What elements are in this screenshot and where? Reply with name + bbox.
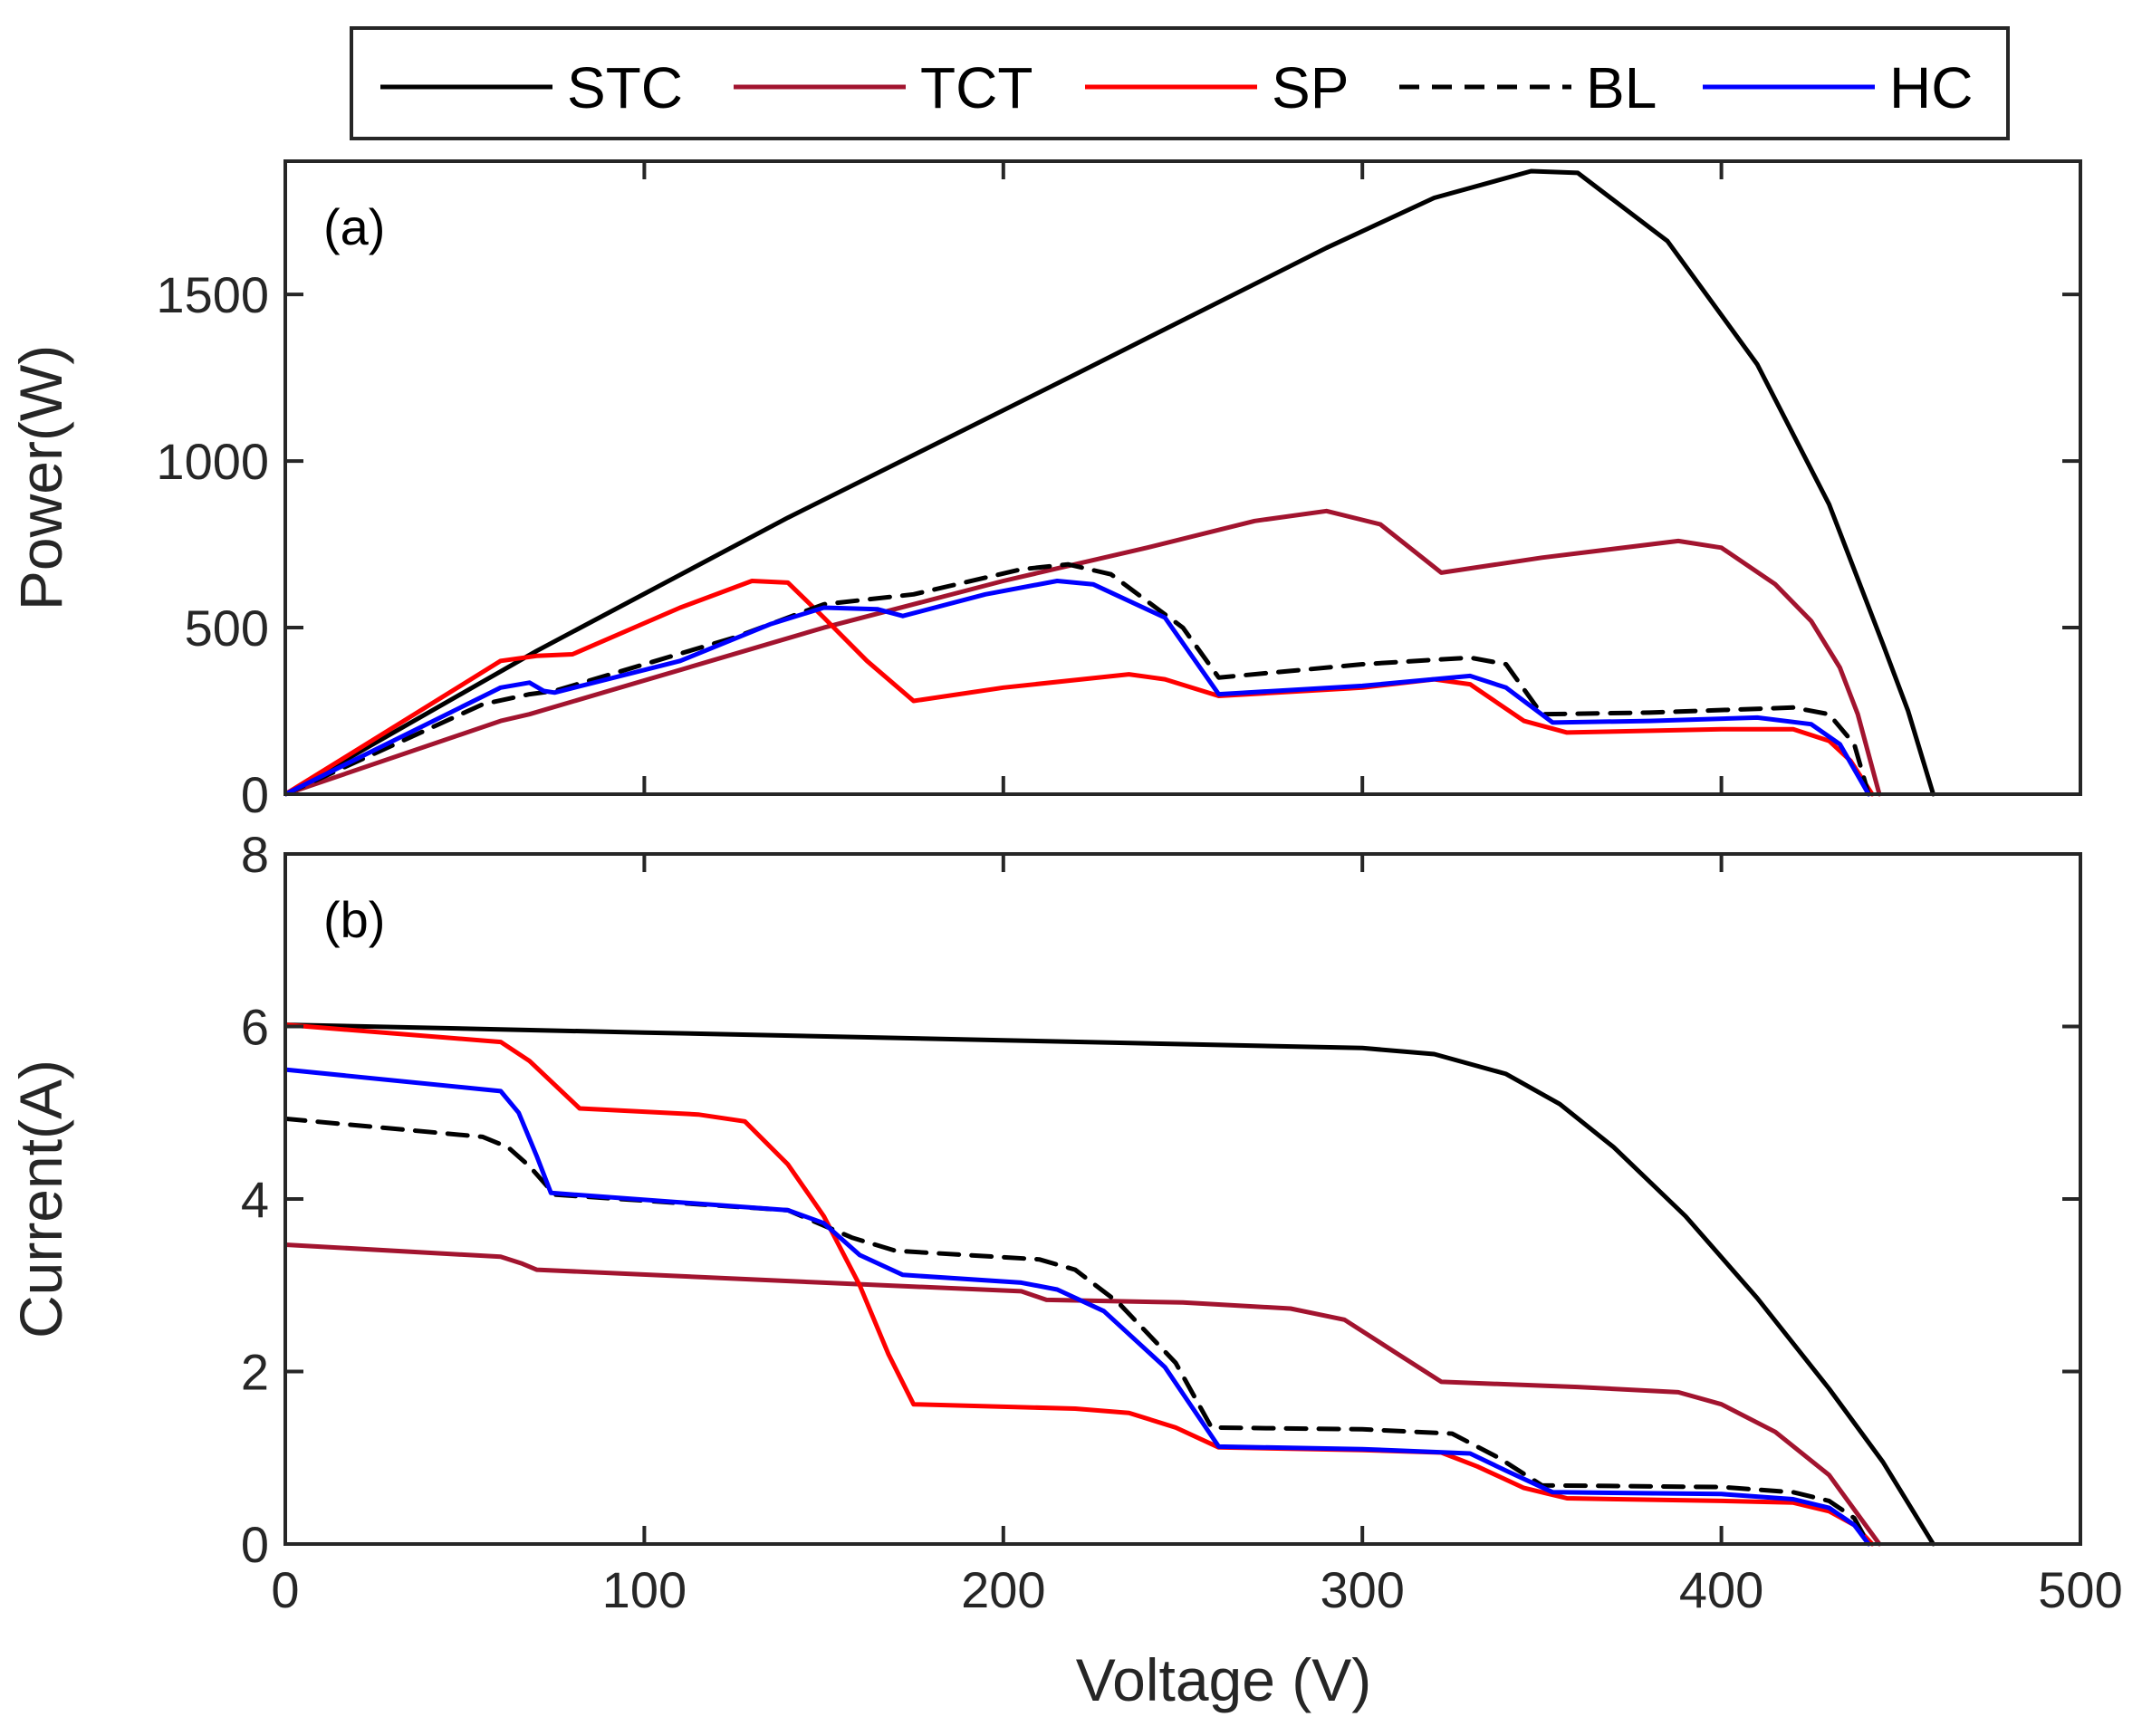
legend-label-hc: HC [1889, 55, 1973, 120]
current-x-tick-label: 200 [961, 1561, 1045, 1618]
power-y-tick-label: 1500 [156, 266, 269, 323]
current-x-tick-label: 500 [2038, 1561, 2122, 1618]
current-x-tick-label: 100 [602, 1561, 687, 1618]
power-y-tick-label: 500 [185, 599, 269, 657]
current-x-tick-label: 400 [1679, 1561, 1763, 1618]
current-y-tick-label: 8 [241, 826, 269, 883]
power-series-bl [285, 561, 1871, 797]
current-series-hc [285, 1067, 1871, 1547]
current-panel: 0 100 200 300 400 500 0 2 4 6 8 (b) Current(A) Voltag… [7, 826, 2123, 1713]
current-series-group [285, 1022, 1935, 1547]
legend-label-sp: SP [1272, 55, 1349, 120]
current-series-tct [285, 1242, 1882, 1547]
legend: STC TCT SP BL HC [350, 26, 2010, 140]
current-x-tick-label: 0 [271, 1561, 299, 1618]
current-axes-frame [283, 852, 2082, 1546]
current-y-tick-label: 2 [241, 1344, 269, 1401]
power-series-stc [285, 168, 1935, 797]
legend-label-bl: BL [1586, 55, 1657, 120]
power-y-tick-label: 1000 [156, 433, 269, 490]
current-x-tick-label: 300 [1320, 1561, 1404, 1618]
current-series-bl [285, 1116, 1871, 1547]
legend-label-tct: TCT [920, 55, 1033, 120]
power-series-sp [285, 579, 1875, 797]
current-series-stc [285, 1022, 1935, 1547]
current-y-tick-label: 0 [241, 1516, 269, 1573]
power-y-tick-label: 0 [241, 766, 269, 823]
power-axes-frame [283, 159, 2082, 796]
legend-box [350, 26, 2010, 140]
power-series-tct [285, 508, 1882, 797]
power-panel-label: (a) [323, 198, 385, 255]
current-x-axis-title: Voltage (V) [1076, 1646, 1372, 1713]
current-y-axis-title: Current(A) [7, 1060, 74, 1338]
power-y-axis-title: Power(W) [7, 345, 74, 610]
power-series-group [285, 168, 1935, 797]
legend-label-stc: STC [567, 55, 683, 120]
power-series-hc [285, 579, 1871, 797]
current-y-tick-label: 4 [241, 1171, 269, 1228]
current-y-tick-label: 6 [241, 999, 269, 1056]
current-series-sp [285, 1022, 1875, 1547]
current-panel-label: (b) [323, 891, 385, 948]
power-panel: 0 500 1000 1500 (a) Power(W) [7, 159, 2082, 823]
